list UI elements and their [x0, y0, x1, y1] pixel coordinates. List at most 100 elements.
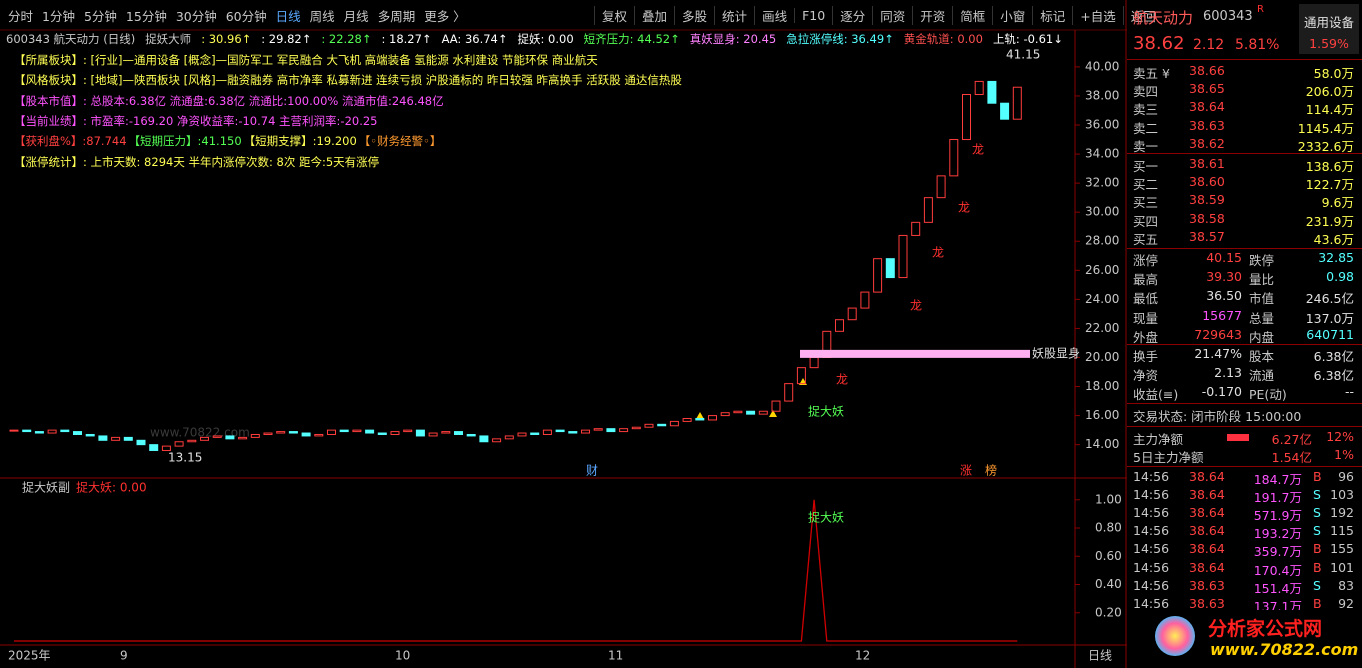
- tick-time: 14:56: [1133, 523, 1170, 539]
- book-label: 卖一: [1133, 138, 1159, 154]
- candle: [250, 433, 260, 438]
- candle: [466, 433, 476, 437]
- period-button[interactable]: 5分钟: [83, 8, 117, 24]
- period-button[interactable]: 月线: [343, 8, 369, 24]
- x-tick-label: 日线: [1088, 649, 1112, 663]
- book-price: 38.64: [1189, 99, 1225, 115]
- pct: 5.81%: [1235, 37, 1280, 53]
- candle: [60, 429, 70, 433]
- separator: [1127, 403, 1362, 404]
- tool-button[interactable]: 开资: [912, 5, 952, 25]
- tick-side: S: [1313, 505, 1321, 521]
- period-button[interactable]: 周线: [309, 8, 335, 24]
- stock-code: 600343: [1203, 9, 1253, 24]
- tick-volume: 137.1万: [1253, 598, 1302, 614]
- info-text: 【股本市值】: 总股本:6.38亿 流通盘:6.38亿 流通比:100.00% …: [14, 93, 444, 108]
- candle: [619, 428, 629, 433]
- indicator-value: 上轨: -0.61↓: [992, 32, 1063, 46]
- period-button[interactable]: 更多 〉: [424, 8, 466, 24]
- tick-volume: 184.7万: [1253, 472, 1302, 487]
- tool-button[interactable]: 统计: [714, 5, 754, 25]
- candle: [365, 429, 375, 434]
- book-volume: 43.6万: [1313, 231, 1354, 247]
- y-tick-label: 20.00: [1085, 350, 1119, 364]
- candle: [898, 234, 908, 279]
- info-line: 【股本市值】: 总股本:6.38亿 流通盘:6.38亿 流通比:100.00% …: [14, 93, 444, 109]
- stat-value: 6.38亿: [1313, 349, 1354, 364]
- dragon-mark: 龙: [972, 143, 984, 157]
- candle: [758, 410, 768, 415]
- candle: [644, 423, 654, 428]
- y-tick-label: 0.60: [1095, 549, 1122, 563]
- candle: [847, 307, 857, 321]
- y-tick-label: 0.40: [1095, 577, 1122, 591]
- candle: [962, 93, 971, 141]
- info-text: 【所属板块】: [行业]—通用设备 [概念]—国防军工 军民融合 大飞机 高端装…: [14, 53, 598, 67]
- tick-price: 38.63: [1189, 595, 1225, 611]
- tool-button[interactable]: 多股: [674, 5, 714, 25]
- tool-button[interactable]: F10: [794, 7, 832, 23]
- candle: [22, 429, 32, 433]
- y-tick-label: 28.00: [1085, 234, 1119, 248]
- stat-label: 股本: [1249, 349, 1275, 364]
- info-text: 【涨停统计】: 上市天数: 8294天 半年内涨停次数: 8次 距今:5天有涨停: [14, 154, 380, 169]
- tick-side: S: [1313, 577, 1321, 593]
- candle: [581, 429, 590, 434]
- toolbar-tools: 复权 叠加 多股 统计 画线 F10 逐分 同资 开资 简框 小窗 标记 +自选 返回: [594, 0, 1163, 30]
- tool-button[interactable]: 叠加: [634, 5, 674, 25]
- indicator-value: AA: 36.74↑: [441, 32, 508, 46]
- indicator-value: 真妖显身: 20.45: [689, 32, 777, 46]
- x-tick-label: 2025年: [8, 649, 51, 663]
- period-button[interactable]: 1分钟: [42, 8, 75, 24]
- candle: [746, 410, 756, 415]
- period-button[interactable]: 30分钟: [175, 8, 217, 24]
- tool-button[interactable]: 同资: [872, 5, 912, 25]
- book-label: 卖五 ¥: [1133, 66, 1170, 81]
- period-button[interactable]: 60分钟: [225, 8, 267, 24]
- tool-button[interactable]: 逐分: [832, 5, 872, 25]
- candle: [809, 356, 819, 369]
- tool-button[interactable]: 复权: [594, 5, 634, 25]
- tick-count: 155: [1330, 541, 1354, 557]
- indicator-value: : 29.82↑: [261, 32, 312, 46]
- tick-side: B: [1313, 595, 1322, 611]
- tick-count: 92: [1338, 595, 1354, 611]
- separator: [1127, 59, 1362, 60]
- separator: [1127, 344, 1362, 345]
- candle: [860, 291, 870, 309]
- tool-button[interactable]: +自选: [1072, 5, 1122, 25]
- period-button[interactable]: 多周期: [377, 8, 416, 24]
- candle: [123, 436, 133, 441]
- info-line: 【获利盘%】:87.744 【短期压力】:41.150 【短期支撑】:19.200 【…: [14, 133, 441, 149]
- book-volume: 58.0万: [1313, 66, 1354, 81]
- tick-price: 38.64: [1189, 469, 1225, 484]
- dragon-mark: 龙: [932, 246, 944, 260]
- industry: 通用设备: [1303, 15, 1354, 30]
- candle: [542, 429, 552, 435]
- ratio: 1.59%: [1309, 36, 1349, 51]
- tool-button[interactable]: 返回: [1122, 5, 1163, 25]
- tick-count: 83: [1338, 577, 1354, 593]
- stat-value: --: [1344, 384, 1354, 400]
- tick-volume: 193.2万: [1253, 526, 1302, 542]
- y-tick-label: 14.00: [1085, 437, 1119, 451]
- period-button[interactable]: 分时: [8, 8, 34, 24]
- tool-button[interactable]: 画线: [754, 5, 794, 25]
- tick-price: 38.64: [1189, 523, 1225, 539]
- tool-button[interactable]: 标记: [1032, 5, 1072, 25]
- logo-url: www.70822.com: [1210, 640, 1359, 659]
- candle: [288, 431, 298, 434]
- tool-button[interactable]: 简框: [952, 5, 992, 25]
- y-tick-label: 18.00: [1085, 379, 1119, 393]
- tool-button[interactable]: 小窗: [992, 5, 1032, 25]
- stat-value: 640711: [1306, 326, 1354, 342]
- period-button[interactable]: 日线: [275, 8, 301, 24]
- book-price: 38.66: [1189, 63, 1225, 78]
- stat-label: 换手: [1133, 349, 1159, 364]
- book-volume: 114.4万: [1305, 102, 1354, 118]
- period-button[interactable]: 15分钟: [125, 8, 167, 24]
- book-label: 买二: [1133, 177, 1159, 193]
- candle: [1000, 102, 1010, 120]
- logo-title: 分析家公式网: [1208, 618, 1323, 640]
